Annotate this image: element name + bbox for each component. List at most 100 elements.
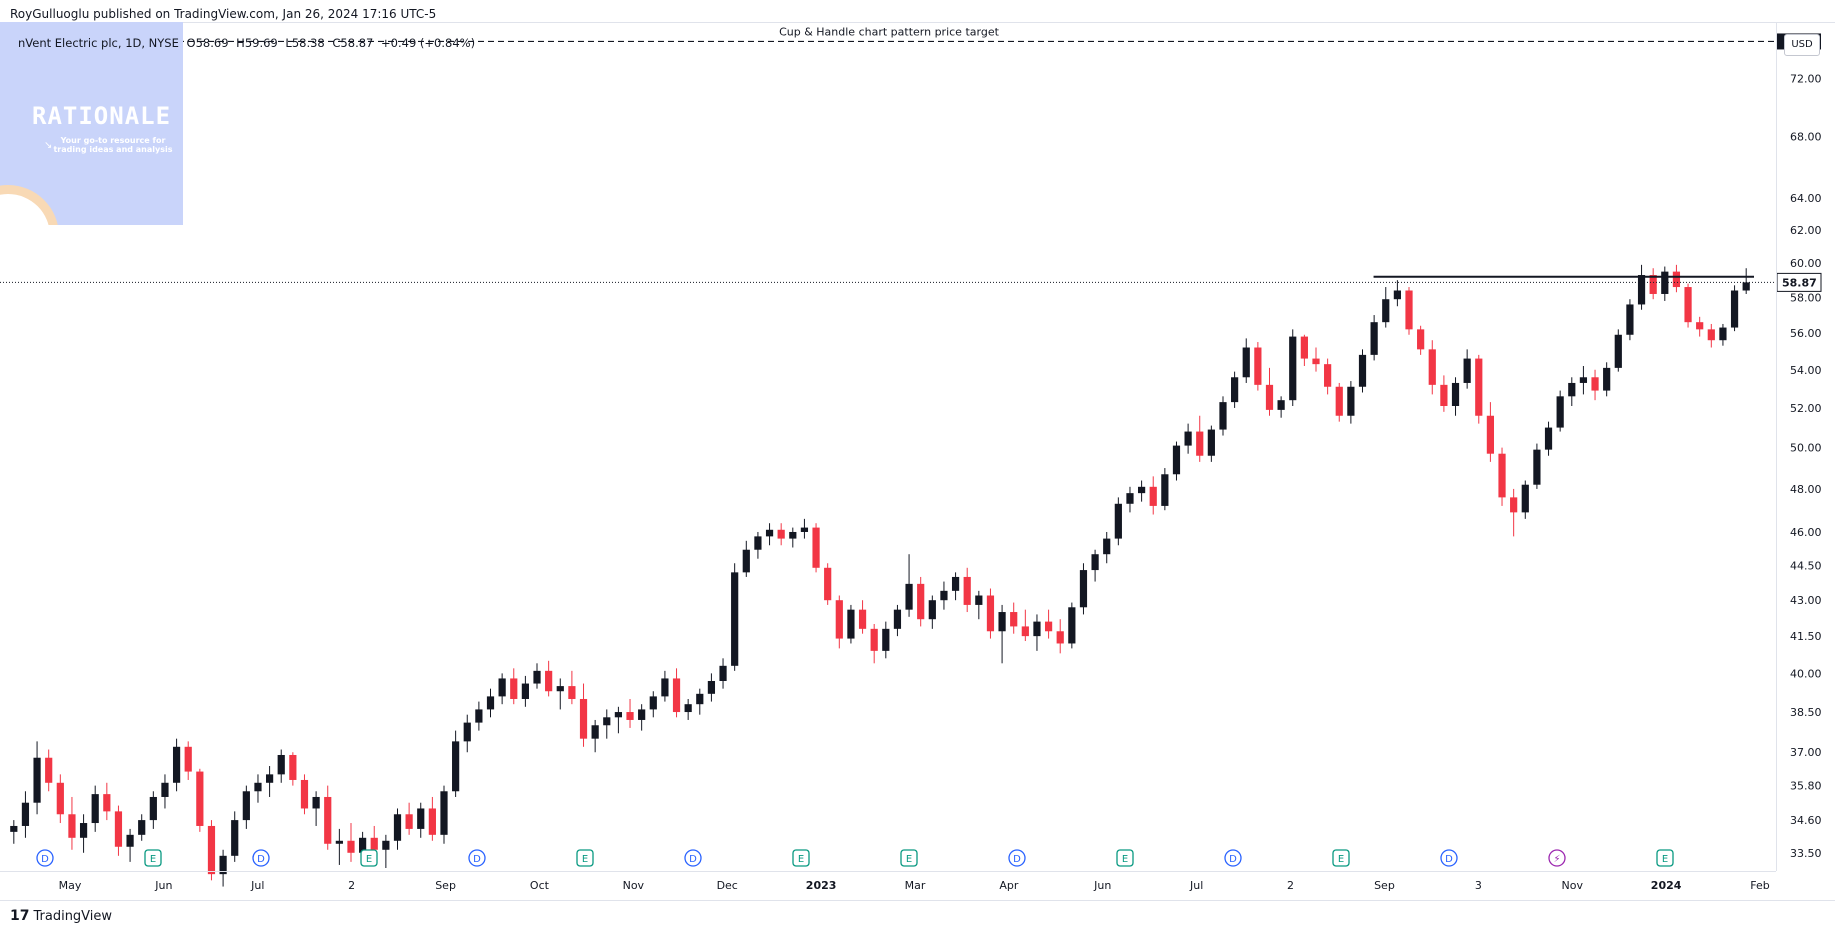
candle-body (1405, 290, 1413, 330)
time-tick-label: Jun (154, 879, 172, 892)
currency-button[interactable]: USD (1784, 34, 1820, 56)
candle-body (463, 722, 471, 742)
candle-body (754, 536, 762, 550)
earnings-marker-label: E (150, 854, 156, 865)
price-tick-label: 33.50 (1790, 847, 1822, 860)
candle-body (1498, 453, 1506, 498)
candle-body (603, 717, 611, 726)
tradingview-logo[interactable]: 17 TradingView (10, 908, 112, 924)
time-tick-label: May (59, 879, 82, 892)
time-tick-label: Oct (530, 879, 550, 892)
candle-body (1265, 384, 1274, 410)
watermark-title: RATIONALE (32, 102, 172, 130)
earnings-marker-icon (1116, 849, 1134, 867)
candle-body (975, 595, 983, 605)
candle-body (928, 600, 936, 620)
candle-body (1696, 322, 1704, 330)
top-border (0, 22, 1835, 23)
time-tick-label: Jun (1093, 879, 1111, 892)
candle-body (161, 782, 169, 797)
time-tick-label: 2023 (806, 879, 837, 892)
earnings-marker-label: E (1122, 854, 1128, 865)
time-tick-label: Nov (623, 879, 645, 892)
time-tick-label: Mar (905, 879, 926, 892)
candle-body (452, 741, 460, 792)
candle-body (1661, 271, 1669, 294)
time-tick-label: Nov (1561, 879, 1583, 892)
candle-body (1254, 347, 1262, 385)
time-scale-divider (0, 871, 1776, 872)
candle-body (370, 837, 378, 850)
candle-body (1533, 449, 1541, 485)
candle-body (219, 855, 227, 875)
candle-body (1579, 377, 1588, 383)
candle-body (1603, 367, 1611, 391)
candle-body (1521, 484, 1529, 513)
candle-body (393, 814, 402, 841)
candle-body (1231, 377, 1239, 403)
candle-body (79, 823, 88, 838)
time-tick-label: 3 (1475, 879, 1482, 892)
price-tick-label: 37.00 (1790, 746, 1822, 759)
candle-body (1370, 322, 1378, 355)
time-tick-label: Jul (1189, 879, 1203, 892)
dividend-marker-icon (1224, 849, 1242, 867)
candle-body (1091, 554, 1099, 571)
candle-body (114, 811, 123, 847)
candle-body (847, 609, 855, 639)
legend-high: H59.69 (236, 36, 278, 50)
candle-body (1556, 396, 1564, 428)
price-tick-label: 52.00 (1790, 402, 1822, 415)
dividend-marker-icon (684, 849, 702, 867)
candle-body (10, 825, 18, 832)
candle-body (359, 837, 367, 853)
candle-body (789, 531, 797, 539)
candle-body (1149, 486, 1157, 506)
publisher-text: RoyGulluoglu published on TradingView.co… (10, 7, 437, 21)
candle-body (126, 834, 134, 847)
price-tick-label: 44.50 (1790, 560, 1822, 573)
dividend-marker-icon (36, 849, 54, 867)
price-tick-label: 38.50 (1790, 706, 1822, 719)
candle-body (1382, 299, 1390, 323)
candle-body (1021, 626, 1029, 637)
legend-close: C58.87 (332, 36, 374, 50)
dividend-marker-icon (252, 849, 270, 867)
legend-open: O58.69 (186, 36, 229, 50)
earnings-marker-label: E (906, 854, 912, 865)
candle-body (289, 754, 297, 780)
candle-body (742, 549, 750, 573)
candle-body (998, 612, 1006, 632)
time-tick-label: Apr (999, 879, 1019, 892)
candle-body (196, 771, 204, 826)
dividend-marker-icon (468, 849, 486, 867)
split-marker-label: ⚡ (1553, 854, 1560, 865)
earnings-marker-icon (360, 849, 378, 867)
price-tick-label: 64.00 (1790, 192, 1822, 205)
candle-body (21, 802, 30, 826)
candle-body (1103, 538, 1111, 555)
candle-body (1335, 386, 1343, 416)
candle-body (1649, 275, 1657, 294)
candle-body (1219, 402, 1227, 430)
candle-body (1207, 429, 1215, 456)
candle-body (858, 609, 867, 629)
watermark-circle (0, 194, 50, 225)
candle-body (312, 796, 320, 809)
time-tick-label: 2024 (1651, 879, 1682, 892)
price-tick-label: 48.00 (1790, 483, 1822, 496)
candle-body (696, 693, 704, 705)
chart-legend: nVent Electric plc, 1D, NYSE O58.69 H59.… (18, 36, 479, 50)
candle-body (172, 746, 181, 783)
candle-body (254, 782, 262, 792)
price-tick-label: 60.00 (1790, 257, 1822, 270)
candle-body (1196, 431, 1204, 456)
candle-body (556, 686, 564, 692)
candle-body (1184, 431, 1192, 446)
candle-body (335, 840, 343, 844)
candle-body (1033, 621, 1041, 637)
candle-body (231, 820, 239, 856)
watermark-tagline: Your go-to resource for trading ideas an… (53, 136, 173, 154)
candle-body (277, 754, 285, 775)
